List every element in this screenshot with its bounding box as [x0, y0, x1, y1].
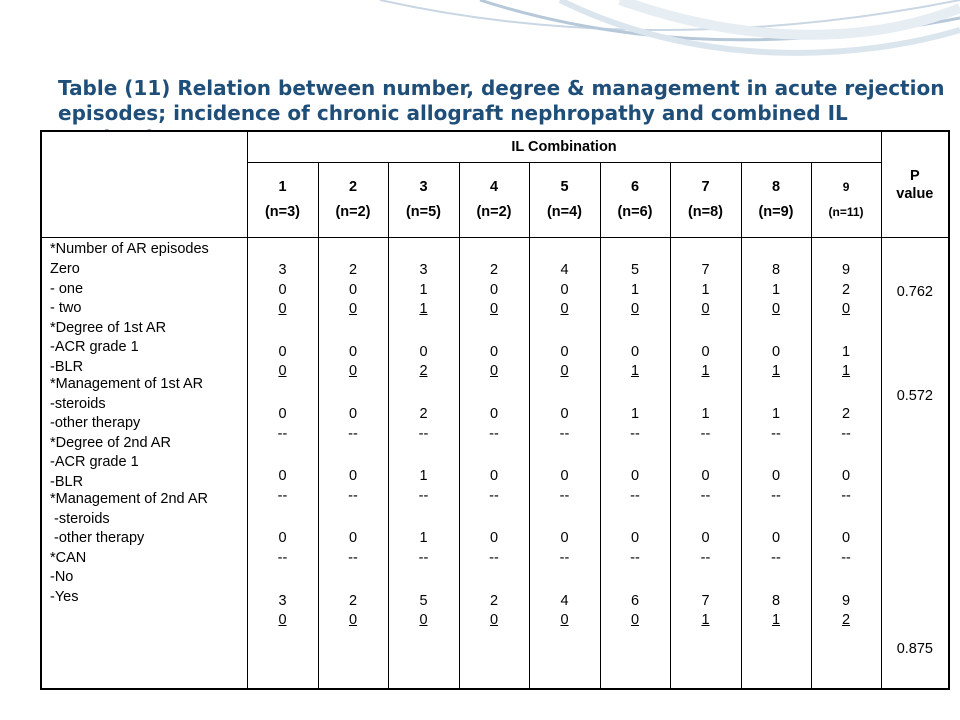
row-label: -other therapy [50, 415, 141, 432]
p-value-ar-episodes: 0.762 [896, 284, 933, 300]
row-labels: *Number of AR episodes Zero - one - two … [40, 237, 248, 690]
row-label: -other therapy [50, 530, 145, 547]
corner-cell [40, 130, 248, 238]
table-title: Table (11) Relation between number, degr… [58, 76, 945, 132]
row-label: -BLR [50, 358, 84, 375]
group-header-5: 5 (n=4) [528, 162, 601, 238]
row-label: Zero [50, 261, 80, 277]
group-header-9: 9 (n=11) [810, 162, 882, 238]
row-label: *Degree of 2nd AR [50, 434, 171, 451]
row-label: *Number of AR episodes [50, 241, 209, 257]
group-header-8: 8 (n=9) [740, 162, 812, 238]
row-label: -Yes [50, 588, 79, 605]
group-header-6: 6 (n=6) [599, 162, 671, 238]
row-label: - one [50, 280, 84, 297]
row-label: -BLR [50, 473, 84, 490]
row-label: *Management of 1st AR [50, 375, 204, 392]
group-header-7: 7 (n=8) [669, 162, 742, 238]
group-header-3: 3 (n=5) [387, 162, 460, 238]
row-label: -ACR grade 1 [50, 454, 139, 471]
row-label: *CAN [50, 549, 87, 566]
p-value-degree-1st: 0.572 [896, 388, 933, 404]
group-header-2: 2 (n=2) [317, 162, 389, 238]
group-header: IL Combination [246, 130, 882, 163]
row-label: *Management of 2nd AR [50, 490, 208, 507]
results-table: IL Combination P value 1 (n=3) 2 (n=2) 3 (n… [40, 130, 951, 690]
row-label: -steroids [50, 510, 110, 527]
row-label: -No [50, 569, 74, 586]
p-value-can: 0.875 [896, 641, 933, 657]
row-label: -steroids [50, 395, 106, 412]
p-value-column: 0.762 0.572 0.875 [880, 237, 950, 690]
p-value-header: P value [880, 130, 950, 238]
group-header-1: 1 (n=3) [246, 162, 319, 238]
row-label: - two [50, 300, 82, 317]
row-label: -ACR grade 1 [50, 339, 139, 356]
group-header-4: 4 (n=2) [458, 162, 530, 238]
row-label: *Degree of 1st AR [50, 319, 167, 336]
